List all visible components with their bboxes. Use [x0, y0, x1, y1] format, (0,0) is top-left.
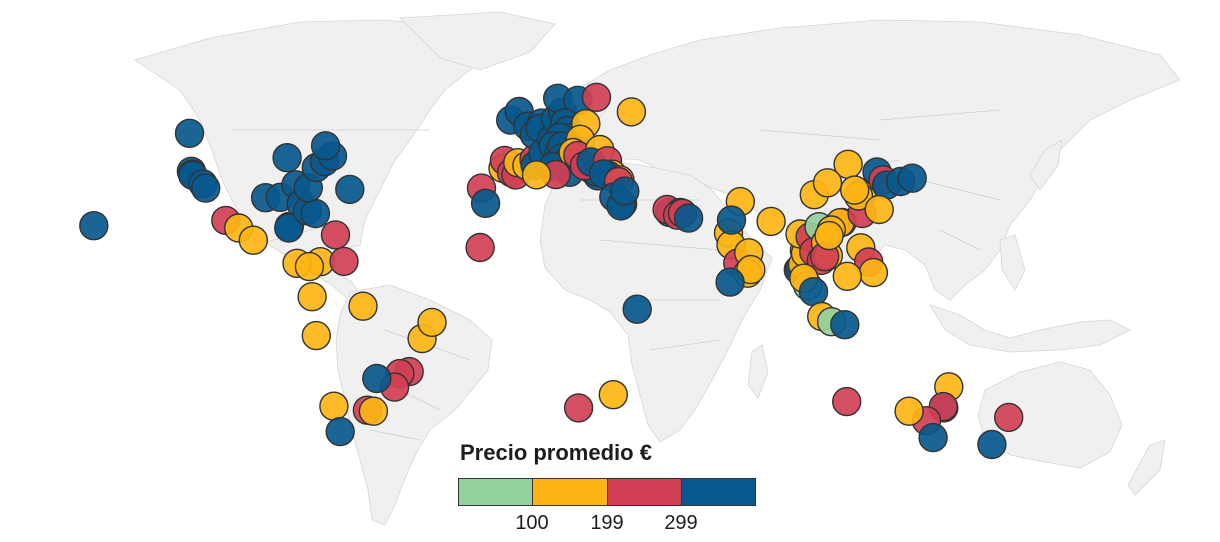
price-marker[interactable] — [977, 429, 1007, 460]
price-marker[interactable] — [610, 176, 640, 206]
price-marker[interactable] — [79, 210, 109, 241]
greenland-landmass — [399, 11, 556, 71]
price-marker[interactable] — [918, 422, 948, 453]
price-marker[interactable] — [335, 174, 365, 205]
price-marker[interactable] — [715, 267, 745, 297]
price-marker[interactable] — [994, 402, 1024, 433]
price-marker[interactable] — [832, 386, 862, 417]
japan-landmass — [1029, 139, 1063, 191]
price-marker[interactable] — [622, 294, 652, 324]
price-marker[interactable] — [358, 396, 389, 426]
price-marker[interactable] — [301, 320, 331, 351]
legend-swatch-lt100 — [459, 479, 534, 505]
philippines-landmass — [999, 234, 1026, 291]
price-marker[interactable] — [297, 282, 327, 312]
price-marker[interactable] — [319, 391, 349, 421]
price-marker[interactable] — [840, 175, 870, 205]
price-marker[interactable] — [294, 251, 325, 282]
price-marker[interactable] — [897, 163, 927, 193]
price-marker[interactable] — [521, 160, 552, 190]
price-marker[interactable] — [798, 277, 829, 307]
price-marker[interactable] — [329, 246, 359, 277]
southeast-asia-islands — [929, 304, 1131, 353]
price-marker[interactable] — [348, 291, 378, 321]
price-marker[interactable] — [894, 396, 924, 426]
price-marker[interactable] — [325, 416, 355, 447]
legend-swatch-199-299 — [607, 479, 682, 505]
price-marker[interactable] — [470, 188, 501, 219]
price-marker[interactable] — [272, 142, 302, 173]
price-marker[interactable] — [417, 307, 447, 338]
south-america-landmass — [335, 284, 493, 526]
price-markers — [79, 82, 1024, 460]
legend-swatch-gt299 — [681, 479, 755, 505]
price-marker[interactable] — [716, 205, 747, 235]
legend-tick-100: 100 — [515, 512, 549, 534]
price-marker[interactable] — [300, 198, 331, 229]
price-marker[interactable] — [858, 257, 889, 288]
price-marker[interactable] — [673, 203, 704, 233]
price-marker[interactable] — [756, 206, 786, 237]
price-marker[interactable] — [814, 220, 844, 251]
africa-landmass — [539, 159, 773, 443]
legend-tick-299: 299 — [664, 512, 698, 534]
price-marker[interactable] — [310, 131, 341, 161]
price-marker[interactable] — [581, 82, 612, 113]
price-marker[interactable] — [832, 261, 862, 291]
price-marker[interactable] — [598, 380, 628, 410]
legend-title: Precio promedio € — [460, 440, 652, 465]
new-zealand-landmass — [1127, 439, 1166, 496]
price-marker[interactable] — [274, 213, 304, 243]
price-marker[interactable] — [812, 168, 843, 198]
price-marker[interactable] — [616, 97, 647, 127]
price-marker[interactable] — [362, 363, 392, 394]
price-marker[interactable] — [174, 118, 205, 149]
price-marker[interactable] — [465, 232, 495, 263]
legend-color-scale — [458, 478, 756, 506]
legend-tick-199: 199 — [590, 512, 624, 534]
madagascar-landmass — [747, 344, 769, 399]
price-marker[interactable] — [830, 310, 860, 340]
price-marker[interactable] — [864, 194, 894, 225]
legend-swatch-100-199 — [533, 479, 608, 505]
price-marker[interactable] — [563, 393, 594, 423]
price-legend: Precio promedio € 100 199 299 — [458, 440, 758, 540]
price-marker[interactable] — [238, 225, 269, 255]
price-marker[interactable] — [320, 220, 351, 250]
price-marker[interactable] — [190, 173, 221, 203]
